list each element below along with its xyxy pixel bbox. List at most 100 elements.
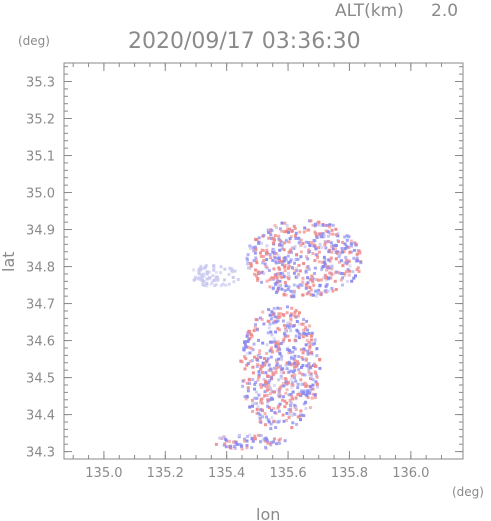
data-point (273, 315, 277, 319)
data-point (257, 338, 260, 342)
data-point (272, 390, 276, 394)
data-point (260, 397, 264, 401)
data-point (215, 275, 219, 279)
data-point (283, 256, 287, 260)
data-point (293, 311, 297, 315)
data-point (306, 352, 310, 356)
data-point (283, 289, 287, 293)
data-point (205, 281, 209, 285)
data-point (334, 257, 338, 261)
data-point (301, 335, 305, 339)
data-point (274, 260, 278, 264)
data-point (331, 232, 335, 236)
data-point (212, 266, 216, 270)
data-point (267, 326, 271, 330)
data-point (284, 293, 288, 297)
data-point (298, 393, 302, 397)
data-point (315, 347, 319, 351)
data-point (321, 232, 325, 236)
data-point (277, 441, 281, 445)
data-point (281, 340, 285, 344)
data-point (272, 383, 276, 387)
data-point (198, 277, 201, 281)
data-point (341, 283, 344, 287)
data-point (287, 416, 291, 420)
data-point (282, 395, 285, 399)
data-point (359, 261, 363, 265)
data-point (250, 446, 254, 450)
data-point (245, 363, 249, 367)
data-point (223, 442, 227, 446)
data-point (280, 221, 284, 225)
data-point (267, 383, 271, 387)
data-point (312, 242, 316, 246)
data-point (318, 358, 322, 362)
data-point (245, 334, 249, 338)
data-point (291, 292, 295, 296)
data-point (194, 275, 197, 279)
data-point (282, 292, 286, 296)
data-point (267, 231, 271, 235)
data-point (323, 273, 327, 277)
data-point (265, 393, 269, 397)
data-point (302, 262, 306, 265)
data-point (261, 341, 265, 345)
data-point (311, 280, 315, 284)
data-point (327, 250, 331, 254)
data-point (337, 260, 341, 264)
data-point (344, 270, 348, 274)
data-point (257, 433, 261, 437)
data-point (263, 390, 267, 394)
data-point (271, 258, 275, 262)
data-point (304, 326, 308, 330)
data-point (245, 352, 249, 356)
data-point (257, 236, 261, 240)
data-point (260, 271, 264, 275)
data-point (298, 332, 302, 336)
data-point (255, 238, 259, 242)
data-point (258, 413, 262, 417)
data-point (276, 340, 280, 344)
data-point (265, 279, 269, 283)
data-point (267, 236, 271, 240)
data-point (258, 349, 262, 353)
data-point (251, 409, 255, 413)
data-point (306, 328, 310, 332)
data-point (274, 358, 278, 362)
data-point (327, 240, 331, 244)
data-point (309, 387, 313, 391)
data-point (245, 394, 249, 398)
data-point (270, 276, 274, 280)
data-point (264, 265, 268, 269)
data-point (287, 393, 291, 397)
data-point (315, 222, 319, 226)
data-point (250, 436, 254, 440)
data-point (240, 360, 244, 364)
data-point (277, 234, 281, 238)
data-point (269, 376, 273, 380)
data-point (213, 284, 217, 288)
data-point (287, 277, 291, 281)
data-point (328, 223, 332, 227)
data-point (251, 401, 255, 405)
data-point (288, 260, 292, 263)
data-point (272, 419, 276, 423)
data-point (277, 261, 281, 264)
data-point (254, 318, 258, 322)
data-point (270, 333, 274, 337)
data-point (289, 235, 293, 238)
data-point (303, 245, 307, 249)
data-point (327, 225, 331, 229)
data-point (285, 324, 289, 328)
data-point (281, 271, 285, 275)
data-point (315, 382, 319, 386)
data-point (291, 383, 295, 387)
data-point (275, 360, 279, 364)
data-point (312, 239, 316, 242)
data-point (286, 266, 290, 270)
data-point (289, 407, 293, 411)
data-point (270, 416, 274, 420)
data-point (289, 312, 293, 316)
data-point (314, 380, 318, 384)
data-point (286, 227, 290, 231)
